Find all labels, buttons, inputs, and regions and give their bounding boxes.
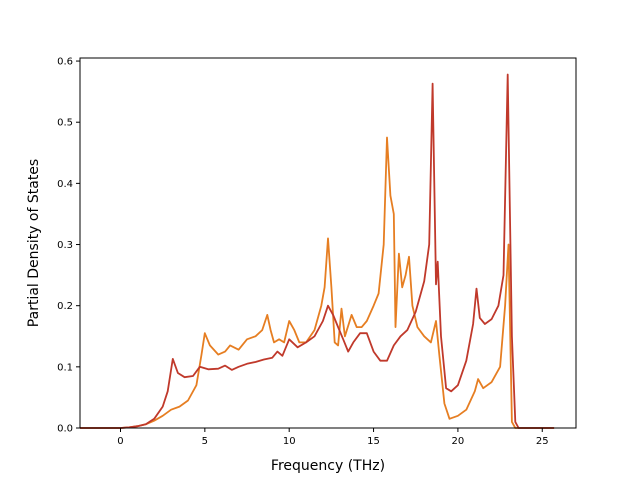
y-tick-label: 0.2 [57,301,73,312]
x-tick-label: 25 [536,436,549,447]
y-tick-label: 0.5 [57,118,73,129]
x-tick-label: 15 [367,436,380,447]
y-tick-label: 0.0 [57,424,73,435]
x-tick-label: 0 [117,436,123,447]
y-tick-label: 0.4 [57,179,73,190]
x-axis-ticks: 0 5 10 15 20 25 [117,428,549,447]
x-axis-label: Frequency (THz) [271,458,385,474]
y-axis-label: Partial Density of States [26,159,42,327]
y-tick-label: 0.6 [57,57,73,68]
x-tick-label: 10 [283,436,296,447]
y-tick-label: 0.3 [57,240,73,251]
x-tick-label: 5 [202,436,208,447]
x-tick-label: 20 [452,436,465,447]
y-axis-ticks: 0.0 0.1 0.2 0.3 0.4 0.5 0.6 [57,57,80,435]
y-tick-label: 0.1 [57,362,73,373]
pdos-series-line-1 [80,136,555,429]
plot-frame [79,57,577,429]
plot-lines [80,73,555,429]
pdos-series-line-2 [80,73,555,429]
